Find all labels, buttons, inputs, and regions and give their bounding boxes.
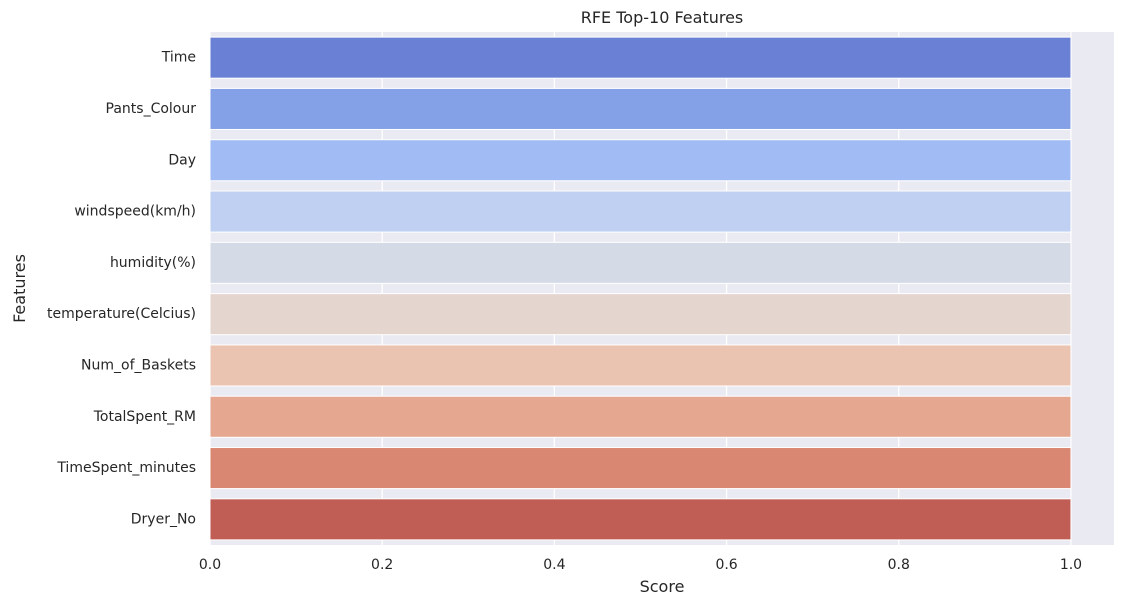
y-tick-label: Num_of_Baskets [81,357,196,373]
y-tick-label: windspeed(km/h) [74,204,196,220]
y-tick-label: Pants_Colour [106,101,197,117]
y-tick-label: humidity(%) [110,255,196,271]
x-tick-label: 0.0 [199,557,221,573]
chart-title: RFE Top-10 Features [581,8,744,27]
x-tick-labels: 0.0 0.2 0.4 0.6 0.8 1.0 [199,557,1082,573]
y-tick-label: TotalSpent_RM [93,409,196,425]
y-tick-labels: Time Pants_Colour Day windspeed(km/h) humidi… [47,50,196,528]
y-axis-title: Features [10,254,29,323]
x-tick-label: 0.8 [888,557,910,573]
x-tick-label: 1.0 [1060,557,1082,573]
bar-humidity [209,241,1072,284]
x-tick-label: 0.6 [715,557,737,573]
bar-day [209,139,1072,182]
y-tick-label: Day [168,152,196,168]
bar-time [209,36,1072,79]
bars [209,36,1072,541]
bar-windspeed-km-h [209,190,1072,233]
bar-timespent-minutes [209,447,1072,490]
bar-pants-colour [209,87,1072,130]
y-tick-label: Dryer_No [131,511,196,527]
y-tick-label: Time [161,50,196,66]
bar-temperature-celcius [209,293,1072,336]
x-tick-label: 0.2 [371,557,393,573]
bar-dryer-no [209,498,1072,541]
x-tick-label: 0.4 [543,557,565,573]
bar-totalspent-rm [209,395,1072,438]
x-axis-title: Score [640,577,685,596]
y-tick-label: temperature(Celcius) [47,306,196,322]
bar-num-of-baskets [209,344,1072,387]
y-tick-label: TimeSpent_minutes [56,460,196,476]
